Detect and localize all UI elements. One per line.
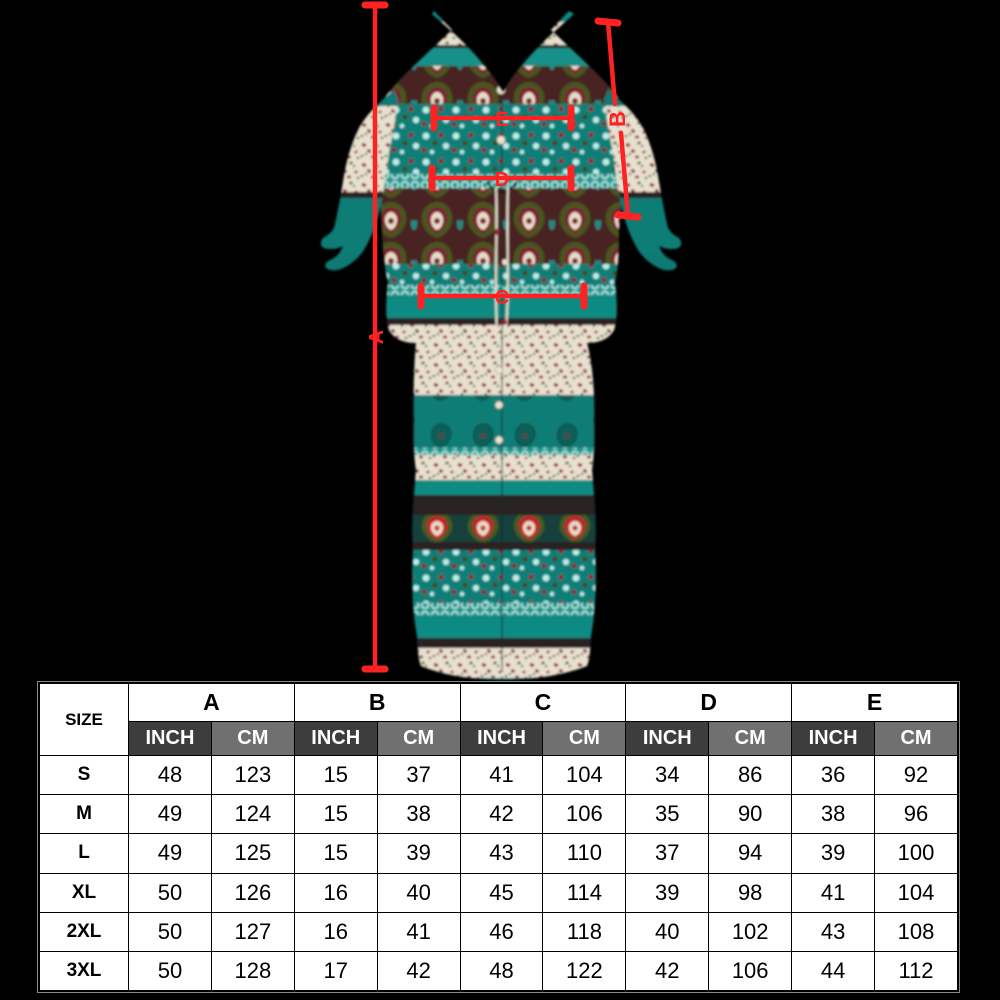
svg-text:D: D xyxy=(495,169,509,191)
svg-text:B: B xyxy=(605,111,630,127)
svg-text:A: A xyxy=(366,330,388,344)
svg-text:C: C xyxy=(495,287,509,309)
svg-text:E: E xyxy=(495,109,508,131)
